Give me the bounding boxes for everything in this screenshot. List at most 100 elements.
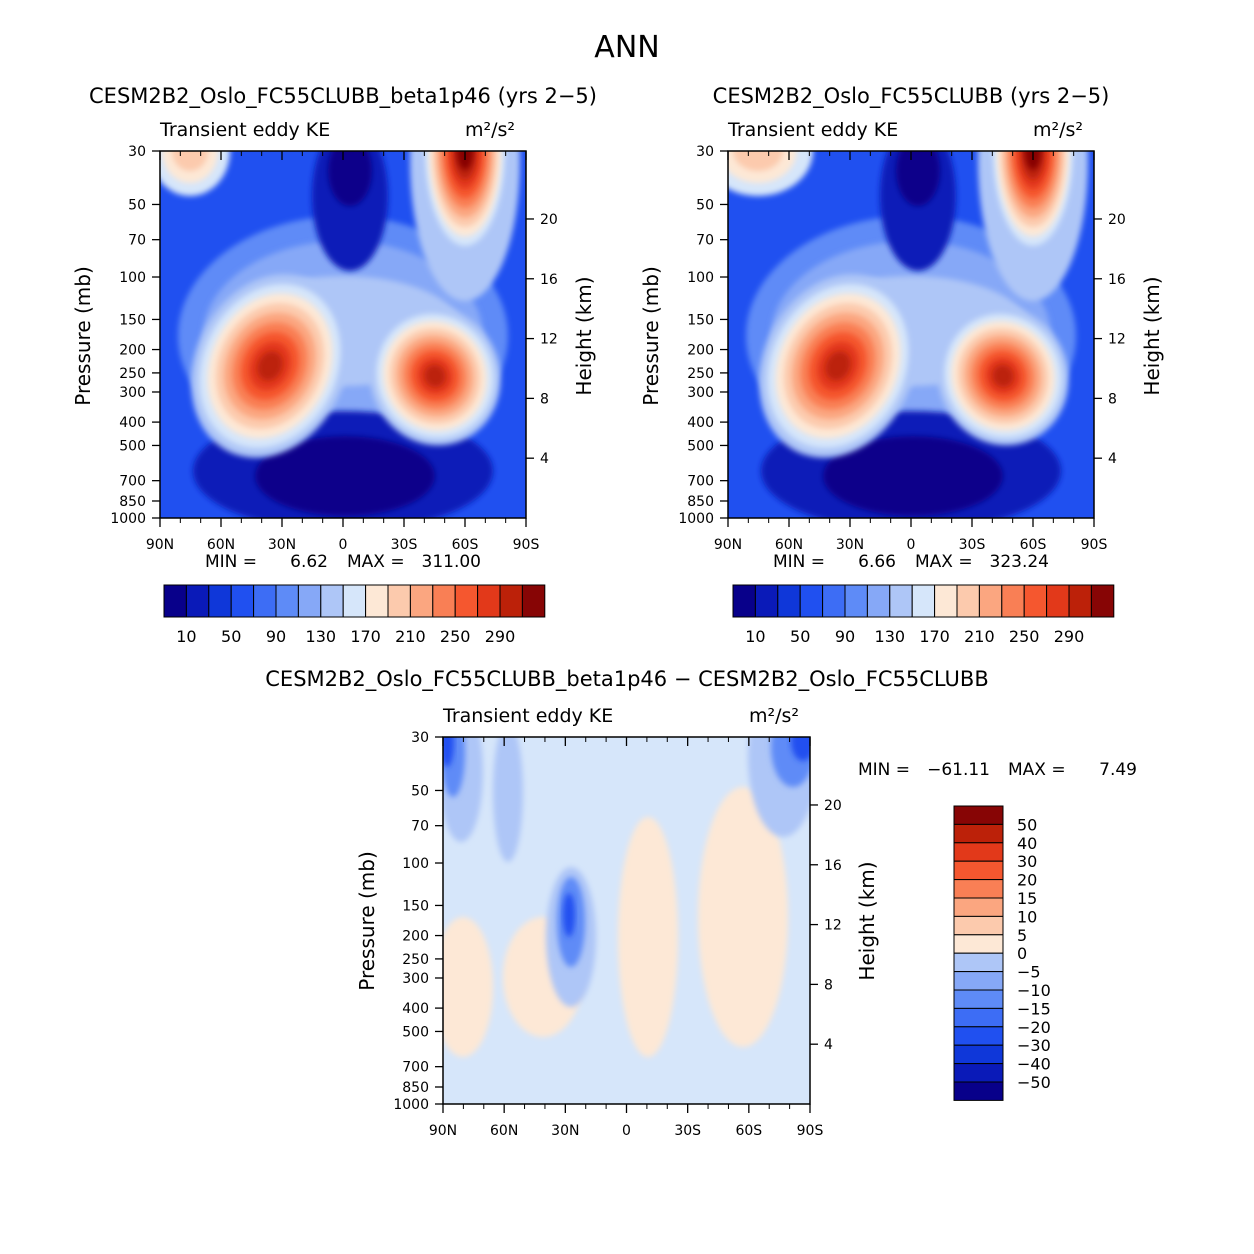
contour-field <box>160 151 526 518</box>
pressure-tick-label: 250 <box>687 366 714 382</box>
pressure-tick-label: 50 <box>128 197 146 213</box>
panel-bottom-difference: CESM2B2_Oslo_FC55CLUBB_beta1p46 − CESM2B… <box>265 667 1137 1139</box>
colorbar-box <box>956 584 980 618</box>
polar-jet-contour <box>457 151 473 170</box>
panel-subtitle: Transient eddy KE <box>727 119 898 141</box>
y-axis-label-right: Height (km) <box>855 861 879 980</box>
colorbar-box <box>163 584 187 618</box>
colorbar-box <box>320 584 344 618</box>
pressure-tick-label: 850 <box>119 494 146 510</box>
y-axis-label-left: Pressure (mb) <box>71 266 95 406</box>
y-axis-label-right: Height (km) <box>572 276 596 395</box>
height-tick-label: 8 <box>540 391 549 407</box>
lat-tick-label: 60N <box>207 537 235 553</box>
colorbar-box <box>409 584 434 618</box>
pressure-tick-label: 100 <box>402 856 429 872</box>
pressure-tick-label: 50 <box>411 783 429 799</box>
colorbar-box <box>732 584 756 618</box>
min-value: 6.66 <box>858 552 896 572</box>
pressure-tick-label: 500 <box>119 438 146 454</box>
height-tick-label: 16 <box>1108 272 1126 288</box>
pressure-tick-label: 50 <box>696 197 714 213</box>
pressure-tick-label: 300 <box>402 971 429 987</box>
pressure-tick-label: 200 <box>119 343 146 359</box>
height-tick-label: 16 <box>540 272 558 288</box>
max-value: 311.00 <box>422 552 481 572</box>
pressure-tick-label: 1000 <box>678 511 714 527</box>
height-tick-label: 12 <box>824 918 842 934</box>
colorbar-label: 30 <box>1017 852 1037 871</box>
colorbar-label: 250 <box>440 627 471 646</box>
height-axis: 4 8 12 16 20 <box>810 798 842 1053</box>
lat-tick-label: 30N <box>836 537 864 553</box>
min-value: −61.11 <box>927 760 990 780</box>
lat-tick-label: 30N <box>551 1123 579 1139</box>
colorbar-box <box>953 989 1004 1009</box>
pressure-tick-label: 100 <box>687 270 714 286</box>
panel-title: CESM2B2_Oslo_FC55CLUBB_beta1p46 − CESM2B… <box>265 667 988 692</box>
colorbar-box <box>1001 584 1025 618</box>
lat-tick-label: 60S <box>735 1123 762 1139</box>
lat-tick-label: 90N <box>146 537 174 553</box>
height-tick-label: 4 <box>540 451 549 467</box>
min-value: 6.62 <box>290 552 328 572</box>
sh-jet-contour <box>424 364 446 388</box>
lat-tick-label: 30S <box>959 537 986 553</box>
y-axis-label-left: Pressure (mb) <box>355 851 379 991</box>
latitude-axis: 90N 60N 30N 0 30S 60S 90S <box>429 737 823 1139</box>
colorbar-box <box>911 584 936 618</box>
height-tick-label: 12 <box>540 332 558 348</box>
field-minimum <box>823 436 1003 516</box>
height-axis: 4 8 12 16 20 <box>526 212 558 467</box>
contour-field <box>728 151 1094 518</box>
lat-tick-label: 0 <box>907 537 916 553</box>
pressure-tick-label: 700 <box>402 1060 429 1076</box>
colorbar-box <box>275 584 299 618</box>
pressure-tick-label: 850 <box>402 1080 429 1096</box>
colorbar-box <box>1090 584 1115 618</box>
contour-field <box>443 737 810 1104</box>
lat-tick-label: 60S <box>1020 537 1047 553</box>
lat-tick-label: 60S <box>452 537 479 553</box>
colorbar-box <box>953 842 1004 862</box>
colorbar-label: 290 <box>485 627 516 646</box>
colorbar-box <box>521 584 546 618</box>
colorbar-box <box>1046 584 1070 618</box>
latitude-axis: 90N 60N 30N 0 30S 60S 90S <box>714 151 1107 553</box>
panel-units: m²/s² <box>749 705 799 727</box>
panel-title: CESM2B2_Oslo_FC55CLUBB_beta1p46 (yrs 2−5… <box>89 84 597 109</box>
lat-tick-label: 30S <box>674 1123 701 1139</box>
colorbar-label: 50 <box>221 627 241 646</box>
lat-tick-label: 60N <box>775 537 803 553</box>
colorbar-box <box>953 1026 1004 1046</box>
nh-strat-contour <box>733 151 783 171</box>
colorbar-box <box>342 584 367 618</box>
max-value: 7.49 <box>1099 760 1137 780</box>
colorbar-box <box>953 879 1004 899</box>
colorbar-label: 15 <box>1017 889 1037 908</box>
colorbar-box <box>454 584 479 618</box>
pressure-tick-label: 300 <box>119 385 146 401</box>
colorbar-label: 10 <box>176 627 196 646</box>
colorbar-box <box>754 584 779 618</box>
lat-tick-label: 90N <box>429 1123 457 1139</box>
colorbar-label: −40 <box>1017 1055 1051 1074</box>
pressure-tick-label: 400 <box>119 415 146 431</box>
pressure-tick-label: 150 <box>687 312 714 328</box>
pressure-tick-label: 30 <box>696 144 714 160</box>
colorbar-label: 210 <box>964 627 995 646</box>
colorbar-box <box>253 584 277 618</box>
lat-tick-label: 90S <box>513 537 540 553</box>
colorbar-label: 130 <box>306 627 337 646</box>
negative-diff-contour <box>791 737 810 761</box>
pressure-tick-label: 500 <box>402 1024 429 1040</box>
panel-top-left: CESM2B2_Oslo_FC55CLUBB_beta1p46 (yrs 2−5… <box>71 84 597 646</box>
colorbar-box <box>844 584 868 618</box>
min-label: MIN = <box>205 552 257 572</box>
height-tick-label: 12 <box>1108 332 1126 348</box>
lat-tick-label: 90N <box>714 537 742 553</box>
pressure-tick-label: 250 <box>402 952 429 968</box>
